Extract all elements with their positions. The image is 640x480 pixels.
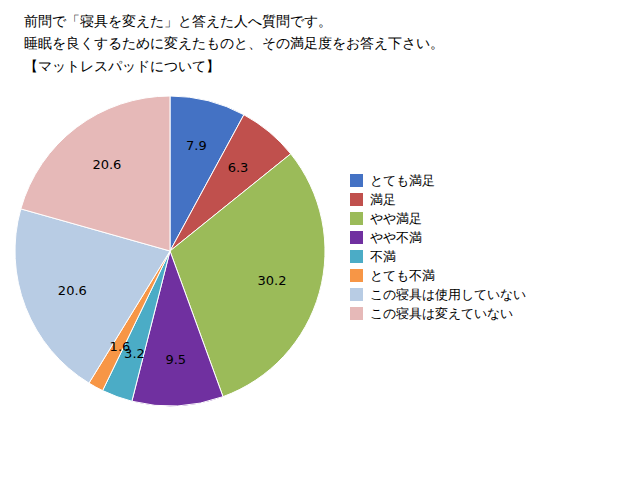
svg-text:6.3: 6.3 xyxy=(228,160,249,175)
html-text:この寝具は使用していない: この寝具は使用していない xyxy=(369,286,526,302)
html-text:とても不満: とても不満 xyxy=(369,267,435,283)
svg-text:30.2: 30.2 xyxy=(258,273,287,288)
html-text:やや不満: やや不満 xyxy=(369,229,422,245)
html-text:とても満足: とても満足 xyxy=(369,172,435,188)
svg-text:20.6: 20.6 xyxy=(58,283,87,298)
svg-text:9.5: 9.5 xyxy=(165,352,186,367)
svg-text:7.9: 7.9 xyxy=(186,138,207,153)
svg-text:20.6: 20.6 xyxy=(92,157,121,172)
html-text:前問で「寝具を変えた」と答えた人へ質問です。 睡眠を良くする: 前問で「寝具を変えた」と答えた人へ質問です。 睡眠を良くするために変えたものと、… xyxy=(24,13,444,74)
svg-text:3.2: 3.2 xyxy=(124,346,145,362)
html-text:満足: 満足 xyxy=(369,191,396,207)
svg-text:1.6: 1.6 xyxy=(110,339,131,354)
html-text:やや満足: やや満足 xyxy=(369,210,422,226)
html-text:この寝具は変えていない: この寝具は変えていない xyxy=(369,305,513,321)
html-text:不満: 不満 xyxy=(369,248,396,264)
